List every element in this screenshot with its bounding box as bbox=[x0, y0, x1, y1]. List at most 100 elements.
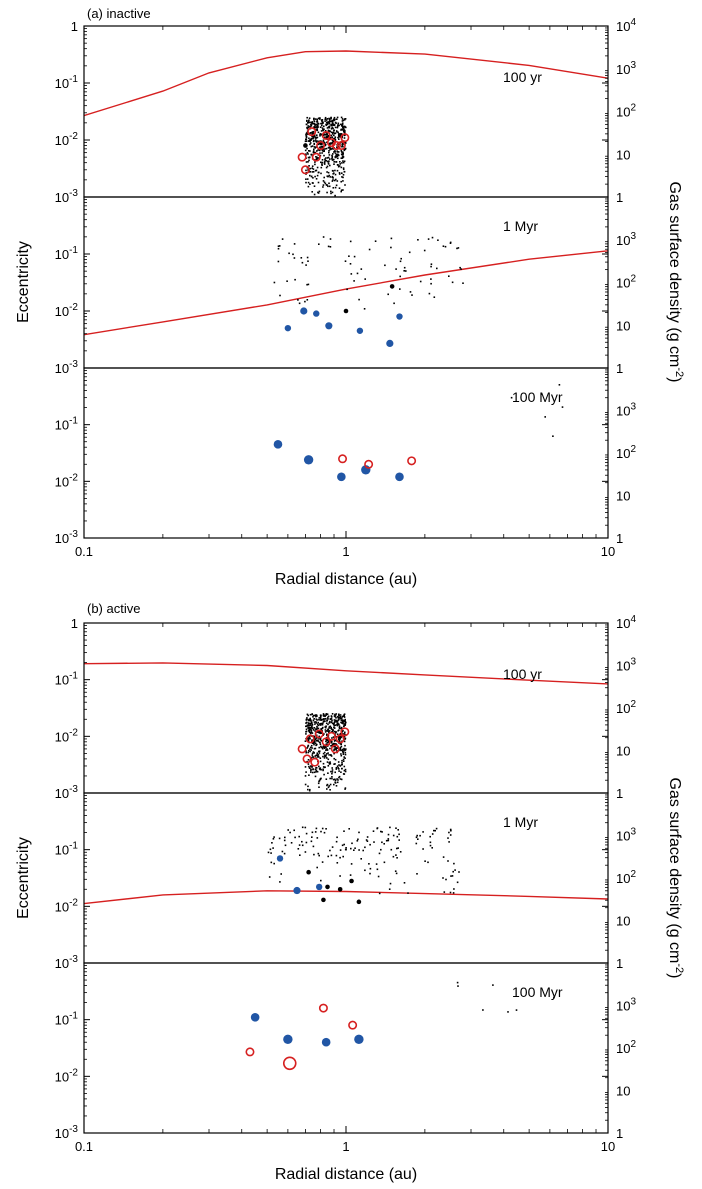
y-axis-label-right-text: Gas surface density (g cm bbox=[666, 182, 683, 368]
planetesimal-dot bbox=[331, 121, 334, 123]
planetesimal-dot bbox=[333, 752, 335, 755]
planetesimal-dot bbox=[338, 775, 341, 778]
planetesimal-dot bbox=[342, 719, 344, 721]
planetesimal-dot bbox=[342, 176, 344, 179]
planetesimal-dot bbox=[344, 731, 346, 734]
planetesimal-dot bbox=[309, 728, 311, 731]
planetesimal-dot bbox=[304, 826, 307, 829]
planetesimal-dot bbox=[307, 785, 309, 788]
planetesimal-dot bbox=[447, 860, 449, 862]
tick-exponent: -1 bbox=[69, 74, 78, 85]
planetesimal-dot bbox=[342, 152, 344, 155]
planetesimal-dot bbox=[322, 128, 325, 130]
planetesimal-dot bbox=[322, 769, 324, 772]
planetesimal-dot bbox=[328, 125, 331, 128]
planetesimal-dot bbox=[327, 122, 329, 124]
planetesimal-dot bbox=[307, 738, 310, 741]
planetesimal-dot bbox=[353, 255, 356, 258]
planetesimal-dot bbox=[333, 129, 335, 131]
planetesimal-dot bbox=[399, 288, 401, 290]
tick-exponent: -2 bbox=[69, 131, 78, 142]
planetesimal-dot bbox=[314, 169, 317, 172]
planetesimal-dot bbox=[330, 131, 333, 134]
planetesimal-large-dot bbox=[337, 886, 343, 892]
protoplanet-dot bbox=[315, 883, 323, 891]
planetesimal-dot bbox=[354, 847, 356, 849]
planetesimal-dot bbox=[336, 180, 339, 182]
planetesimal-dot bbox=[340, 190, 342, 193]
planetesimal-dot bbox=[323, 720, 325, 723]
planetesimal-dot bbox=[338, 723, 340, 726]
planetesimal-dot bbox=[561, 406, 564, 408]
planetesimal-dot bbox=[315, 141, 318, 143]
planetesimal-dot bbox=[310, 769, 312, 772]
planetesimal-dot bbox=[324, 159, 326, 162]
planetesimal-dot bbox=[324, 747, 326, 749]
y-tick-label-right: 103 bbox=[616, 402, 636, 419]
y-tick-label-right: 103 bbox=[616, 231, 636, 248]
planetesimal-dot bbox=[330, 117, 332, 120]
planetesimal-dot bbox=[326, 191, 328, 194]
y-tick-label-right: 102 bbox=[616, 699, 636, 716]
tick-base: 10 bbox=[55, 247, 69, 262]
protoplanet-ring bbox=[340, 133, 350, 143]
planetesimal-dot bbox=[334, 732, 337, 734]
planetesimal-dot bbox=[318, 717, 321, 719]
planetesimal-dot bbox=[343, 735, 346, 738]
planetesimal-dot bbox=[328, 120, 331, 123]
planetesimal-dot bbox=[306, 147, 308, 150]
planetesimal-dot bbox=[329, 783, 332, 786]
planetesimal-dot bbox=[380, 848, 382, 851]
planetesimal-dot bbox=[307, 744, 310, 747]
planetesimal-dot bbox=[308, 731, 311, 733]
tick-base: 10 bbox=[616, 105, 630, 120]
planetesimal-dot bbox=[288, 252, 290, 255]
planetesimal-dot bbox=[321, 149, 324, 152]
planetesimal-dot bbox=[325, 714, 327, 716]
planetesimal-dot bbox=[318, 750, 321, 752]
planetesimal-dot bbox=[338, 770, 340, 772]
planetesimal-dot bbox=[342, 119, 345, 122]
planetesimal-dot bbox=[309, 765, 312, 767]
planetesimal-dot bbox=[308, 156, 311, 159]
tick-base: 10 bbox=[616, 318, 630, 333]
planetesimal-dot bbox=[314, 140, 317, 142]
planetesimal-dot bbox=[341, 731, 344, 733]
planetesimal-dot bbox=[305, 771, 307, 773]
planetesimal-dot bbox=[314, 747, 317, 750]
y-axis-label-right-sup: -2 bbox=[673, 367, 685, 377]
planetesimal-dot bbox=[338, 725, 341, 727]
planetesimal-dot bbox=[308, 719, 311, 721]
planetesimal-dot bbox=[322, 718, 324, 721]
planetesimal-dot bbox=[329, 761, 331, 763]
planetesimal-dot bbox=[309, 727, 311, 729]
planetesimal-dot bbox=[315, 158, 318, 160]
planetesimal-dot bbox=[307, 714, 309, 717]
planetesimal-dot bbox=[340, 116, 343, 119]
planetesimal-dot bbox=[344, 724, 346, 726]
tick-base: 10 bbox=[616, 701, 630, 716]
x-axis: 0.1 1 10 Radial distance (au) bbox=[75, 26, 615, 588]
planetesimal-dot bbox=[317, 852, 320, 855]
planetesimal-dot bbox=[318, 854, 320, 857]
protoplanet-ring bbox=[316, 141, 326, 151]
planetesimal-dot bbox=[316, 120, 318, 122]
planetesimal-dot bbox=[305, 750, 307, 752]
planetesimal-dot bbox=[316, 126, 318, 128]
planetesimal-dot bbox=[308, 749, 310, 752]
protoplanet-ring bbox=[332, 141, 342, 151]
planetesimal-dot bbox=[344, 260, 347, 262]
tick-exponent: -2 bbox=[69, 302, 78, 313]
planetesimal-dot bbox=[345, 847, 347, 849]
planetesimal-dot bbox=[340, 150, 343, 152]
planetesimal-dot bbox=[311, 722, 313, 724]
planetesimal-dot bbox=[334, 152, 337, 154]
planetesimal-dot bbox=[328, 763, 331, 765]
planetesimal-dot bbox=[344, 749, 347, 751]
planetesimal-dot bbox=[313, 721, 316, 723]
planetesimal-dot bbox=[321, 161, 324, 164]
planetesimal-dot bbox=[325, 157, 327, 159]
planetesimal-dot bbox=[317, 117, 320, 120]
